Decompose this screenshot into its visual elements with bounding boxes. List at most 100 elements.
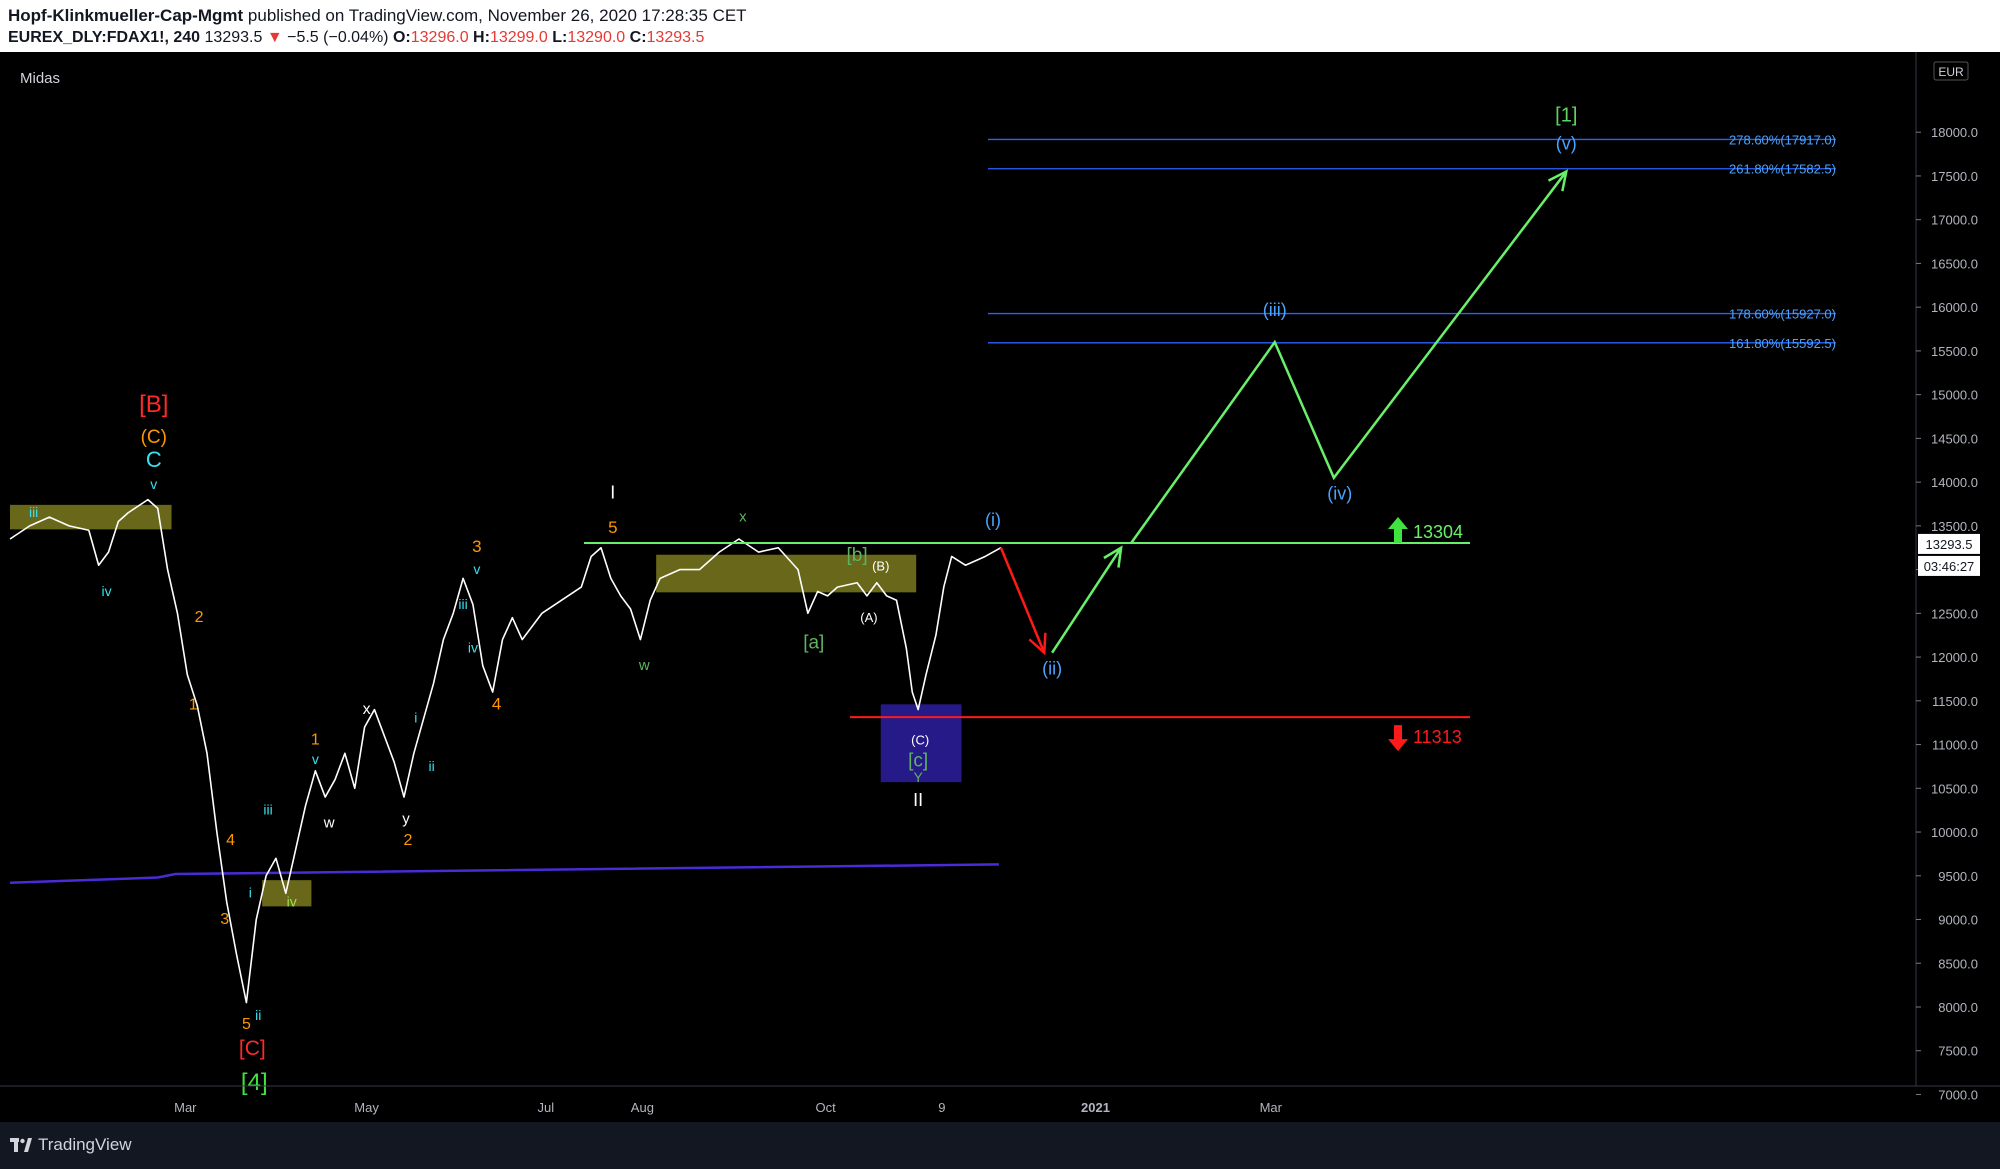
tradingview-logo[interactable]: TradingView — [10, 1135, 132, 1155]
open-label: O: — [392, 29, 411, 46]
rebound-arrow-head — [1103, 545, 1123, 568]
last-price: 13293.5 — [204, 29, 263, 46]
fib-levels-layer: 278.60%(17917.0) 261.80%(17582.5) 178.60%(… — [988, 132, 1836, 351]
wave-label: [c] — [908, 750, 928, 771]
currency-box — [1933, 61, 1969, 81]
brand-name: TradingView — [38, 1135, 132, 1154]
y-tick-label: 11500.0 — [1932, 694, 1978, 709]
low-label: L: — [552, 29, 568, 46]
wave-label: x — [363, 701, 371, 718]
wave-label: [b] — [847, 545, 868, 566]
publisher-name[interactable]: Hopf-Klinkmueller-Cap-Mgmt — [8, 6, 244, 25]
wave-label: iv — [468, 640, 478, 656]
wave-label: w — [638, 657, 650, 674]
wave-label: i — [249, 885, 252, 901]
close-label: C: — [629, 29, 647, 46]
fib-level-label: 278.60%(17917.0) — [1729, 132, 1836, 147]
countdown-label: 03:46:27 — [1924, 559, 1975, 574]
down-arrow-icon — [1388, 725, 1408, 752]
y-tick-label: 12000.0 — [1931, 650, 1978, 665]
support-label: 11313 — [1413, 727, 1462, 747]
corrective-arrow-head — [1028, 632, 1047, 656]
wave-label: II — [913, 790, 923, 810]
wave-label: v — [473, 561, 480, 577]
countdown-badge — [1918, 555, 1980, 576]
wave-label: 1 — [311, 732, 320, 749]
midas-line — [9, 863, 999, 885]
price-layer — [9, 498, 1002, 1004]
currency-label: EUR — [1938, 65, 1964, 79]
wave-label: iii — [263, 802, 272, 818]
wave-label: I — [610, 483, 615, 503]
fib-level-label: 161.80%(15592.5) — [1729, 336, 1836, 351]
y-tick-label: 10500.0 — [1931, 781, 1978, 796]
wave-label: 3 — [220, 911, 229, 928]
y-tick-label: 16000.0 — [1931, 300, 1978, 315]
projection-layer — [999, 169, 1569, 656]
wave-label: iii — [458, 596, 467, 612]
published-text: published on TradingView.com, November 2… — [247, 6, 747, 25]
x-tick-label: Mar — [174, 1100, 197, 1115]
y-tick-label: 12500.0 — [1931, 606, 1978, 621]
wave-label: [C] — [239, 1037, 266, 1060]
wave-label: (C) — [141, 427, 167, 448]
wave-label: 5 — [242, 1016, 251, 1033]
wave-label: [B] — [139, 391, 168, 418]
up-arrow-icon — [1388, 517, 1408, 544]
corrective-arrow-line — [999, 547, 1046, 654]
y-tick-label: 8000.0 — [1938, 1000, 1978, 1015]
symbol-info: EUREX_DLY:FDAX1!, 240 13293.5 ▼ −5.5 (−0… — [8, 29, 704, 47]
high-label: H: — [473, 29, 490, 46]
projection-arrow-head — [1547, 169, 1569, 192]
wave-label: (ii) — [1042, 659, 1062, 679]
wave-label: 4 — [226, 832, 235, 849]
wave-label: 5 — [608, 518, 617, 537]
chart-canvas[interactable]: 278.60%(17917.0) 261.80%(17582.5) 178.60%(… — [0, 52, 2000, 1122]
low-value: 13290.0 — [567, 29, 626, 46]
y-tick-label: 15500.0 — [1931, 344, 1978, 359]
down-triangle-icon: ▼ — [266, 29, 283, 46]
y-tick-label: 7500.0 — [1938, 1044, 1978, 1059]
y-tick-label: 13500.0 — [1931, 519, 1978, 534]
wave-label: [4] — [241, 1069, 268, 1096]
wave-label: 4 — [492, 695, 501, 714]
y-tick-label: 10000.0 — [1931, 825, 1978, 840]
wave-label: (iii) — [1263, 300, 1287, 320]
consolidation-zone — [262, 880, 312, 907]
y-tick-label: 17000.0 — [1931, 213, 1978, 228]
y-tick-label: 11000.0 — [1932, 738, 1978, 753]
wave-label: i — [414, 710, 417, 726]
wave-label: iv — [287, 893, 297, 909]
consolidation-zone — [10, 504, 172, 530]
close-value: 13293.5 — [646, 29, 705, 46]
publish-info: Hopf-Klinkmueller-Cap-Mgmt published on … — [8, 6, 747, 26]
wave-label: iii — [29, 504, 38, 520]
y-tick-label: 7000.0 — [1938, 1087, 1978, 1102]
wave-label: w — [323, 815, 335, 832]
wave-label: (B) — [872, 558, 889, 573]
wave-label: v — [150, 476, 157, 492]
indicator-name[interactable]: Midas — [20, 70, 60, 87]
wave-label: iv — [101, 583, 111, 599]
footer: TradingView — [0, 1122, 2000, 1169]
rebound-arrow-line — [1051, 547, 1123, 654]
y-tick-label: 16500.0 — [1931, 256, 1978, 271]
y-tick-label: 18000.0 — [1931, 125, 1978, 140]
wave-label: (C) — [911, 733, 929, 748]
x-tick-label: Oct — [815, 1100, 836, 1115]
wave-label: (v) — [1556, 134, 1577, 154]
y-tick-label: 9500.0 — [1938, 869, 1978, 884]
wave-label: C — [146, 447, 162, 472]
wave-labels-layer: [B](C)Cviiiiv2143iiiiivii5[C][4]1vwxy2ii… — [29, 105, 1577, 1096]
wave-label: 1 — [189, 697, 198, 714]
x-tick-label: 9 — [938, 1100, 945, 1115]
price-change: −5.5 (−0.04%) — [287, 29, 389, 46]
chart-header: Hopf-Klinkmueller-Cap-Mgmt published on … — [0, 0, 2000, 52]
axes-layer: 7000.0 7500.0 8000.0 8500.0 9000.0 9500.0 1000… — [0, 52, 2000, 1115]
wave-label: (A) — [860, 610, 877, 625]
wave-label: Y — [913, 769, 923, 785]
x-tick-label: May — [354, 1100, 379, 1115]
wave-label: v — [312, 751, 319, 767]
wave-projection-line — [1129, 170, 1568, 545]
x-tick-label: 2021 — [1081, 1100, 1110, 1115]
